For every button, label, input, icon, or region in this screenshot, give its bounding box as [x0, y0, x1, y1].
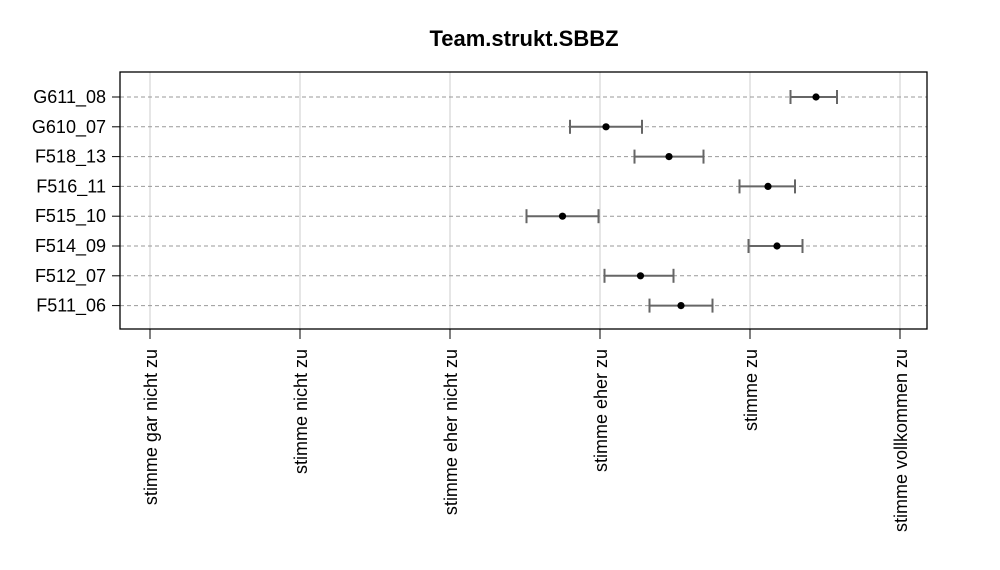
y-tick-label: F511_06: [36, 296, 106, 317]
x-tick-label: stimme gar nicht zu: [141, 349, 161, 505]
y-tick-label: F515_10: [35, 206, 106, 227]
mean-points: [558, 93, 820, 310]
y-tick-label: F514_09: [35, 236, 106, 257]
error-bars: [525, 90, 838, 313]
x-tick-label: stimme vollkommen zu: [891, 349, 911, 532]
x-tick-label: stimme eher zu: [591, 349, 611, 472]
x-axis-ticks: stimme gar nicht zu stimme nicht zu stimme…: [141, 329, 911, 532]
mean-point: [812, 93, 820, 101]
mean-point: [677, 302, 685, 310]
x-tick-label: stimme eher nicht zu: [441, 349, 461, 515]
mean-point: [773, 242, 781, 250]
plot-frame: [119, 71, 928, 330]
vertical-gridlines: [149, 72, 901, 329]
mean-point: [764, 182, 772, 190]
y-tick-label: G611_08: [33, 87, 106, 108]
mean-point: [636, 272, 645, 280]
mean-point: [665, 153, 673, 161]
y-tick-label: F512_07: [35, 266, 106, 287]
y-tick-label: F518_13: [35, 147, 106, 168]
y-tick-label: G610_07: [32, 117, 106, 138]
chart-title: Team.strukt.SBBZ: [429, 26, 618, 51]
mean-point: [602, 123, 610, 131]
y-tick-label: F516_11: [36, 176, 106, 197]
x-tick-label: stimme nicht zu: [291, 349, 311, 474]
x-tick-label: stimme zu: [741, 349, 761, 431]
y-axis-labels: G611_08 G610_07 F518_13 F516_11 F515_10 F514_…: [32, 87, 120, 317]
row-guide-lines: [120, 96, 927, 307]
mean-point: [558, 212, 567, 220]
